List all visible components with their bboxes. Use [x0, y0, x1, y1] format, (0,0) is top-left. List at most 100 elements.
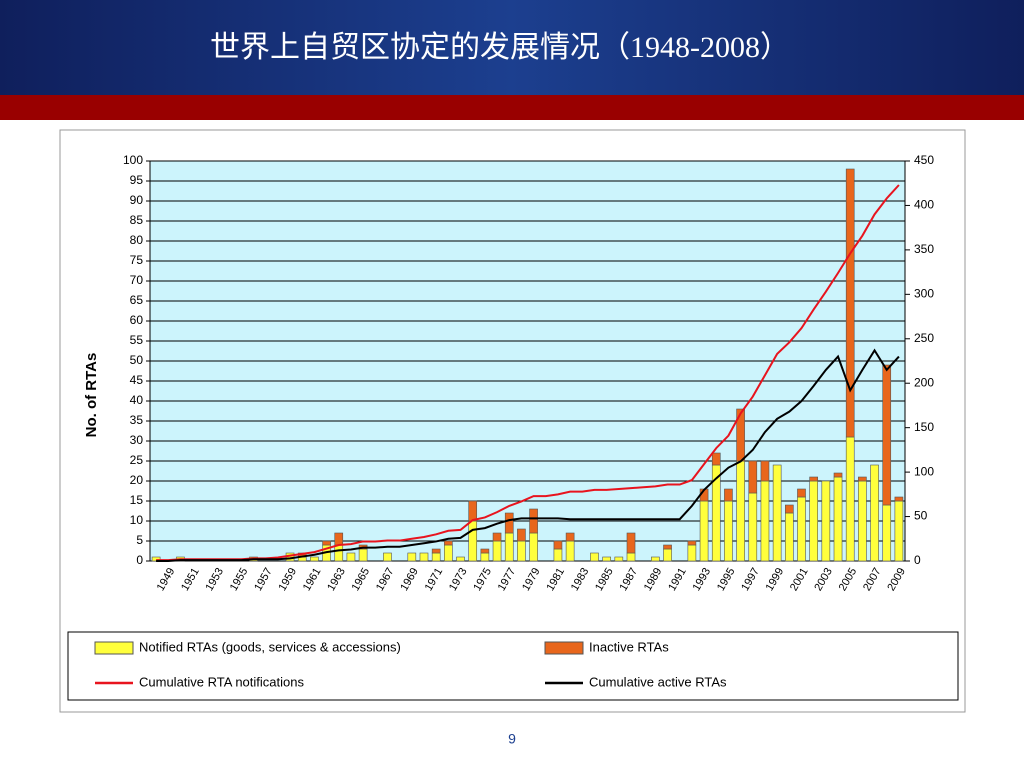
bar	[748, 492, 758, 562]
bar	[553, 548, 563, 562]
bar	[833, 472, 843, 478]
y2-tick-label: 450	[914, 153, 934, 167]
line	[156, 184, 900, 562]
y-tick-label: 45	[130, 373, 144, 387]
y-tick-label: 80	[130, 233, 144, 247]
bar	[346, 552, 356, 562]
bar	[711, 452, 721, 466]
bar	[748, 460, 758, 494]
bar	[724, 500, 733, 562]
bar	[456, 556, 465, 562]
bar	[529, 532, 538, 562]
bar	[760, 480, 770, 562]
y-tick-label: 0	[136, 553, 143, 567]
bar	[821, 480, 831, 562]
bar	[736, 460, 745, 562]
legend-swatch	[94, 641, 134, 655]
y2-tick-label: 0	[914, 553, 921, 567]
bar	[882, 504, 892, 562]
y-tick-label: 25	[130, 453, 144, 467]
y2-tick-label: 300	[914, 287, 934, 301]
y-tick-label: 10	[130, 513, 144, 527]
y-tick-label: 20	[130, 473, 144, 487]
legend-label: Notified RTAs (goods, services & accessi…	[139, 639, 401, 654]
bar	[687, 540, 697, 546]
bar	[784, 512, 794, 562]
y-tick-label: 85	[130, 213, 144, 227]
bar	[858, 476, 867, 482]
bar	[358, 548, 368, 562]
bar	[797, 488, 806, 498]
bar	[383, 552, 392, 562]
y2-tick-label: 200	[914, 375, 934, 389]
bar	[310, 556, 319, 562]
bar	[492, 532, 502, 542]
bar	[444, 540, 453, 546]
y-tick-label: 40	[130, 393, 144, 407]
y-tick-label: 70	[130, 273, 144, 287]
y-tick-label: 75	[130, 253, 144, 267]
bar	[480, 548, 490, 554]
bar	[663, 544, 672, 550]
y-tick-label: 50	[130, 353, 144, 367]
bar	[797, 496, 806, 562]
y-axis-label: No. of RTAs	[83, 353, 100, 438]
bar	[492, 540, 502, 562]
y2-tick-label: 400	[914, 198, 934, 212]
bar	[687, 544, 697, 562]
y-tick-label: 65	[130, 293, 144, 307]
bar	[529, 508, 538, 534]
legend-label: Inactive RTAs	[589, 639, 669, 654]
bar	[334, 532, 344, 546]
bar	[614, 556, 624, 562]
bar	[419, 552, 429, 562]
bar	[602, 556, 611, 562]
y2-tick-label: 50	[914, 509, 928, 523]
bar	[517, 540, 526, 562]
bar	[334, 544, 344, 562]
bar	[833, 476, 843, 562]
y-tick-label: 60	[130, 313, 144, 327]
bar	[858, 480, 867, 562]
y-tick-label: 95	[130, 173, 144, 187]
bar	[565, 532, 575, 542]
bar	[894, 496, 904, 502]
bar	[772, 464, 782, 562]
slide-title: 世界上自贸区协定的发展情况（1948-2008）	[210, 31, 790, 64]
y-tick-label: 55	[130, 333, 144, 347]
header-stripe	[0, 95, 1024, 120]
line	[156, 348, 900, 562]
bar	[504, 512, 514, 534]
y2-tick-label: 100	[914, 464, 934, 478]
y-tick-label: 90	[130, 193, 144, 207]
bar	[845, 168, 855, 438]
page-number: 9	[508, 731, 516, 747]
bar	[480, 552, 490, 562]
y2-tick-label: 250	[914, 331, 934, 345]
bar	[845, 436, 855, 562]
bar	[626, 532, 636, 554]
bar	[504, 532, 514, 562]
bar	[553, 540, 563, 550]
bar	[760, 460, 770, 482]
header-band	[0, 0, 1024, 95]
bar	[407, 552, 417, 562]
bar	[431, 552, 441, 562]
y-tick-label: 5	[136, 533, 143, 547]
legend-label: Cumulative RTA notifications	[139, 674, 304, 689]
bar	[565, 540, 575, 562]
bar	[809, 480, 818, 562]
bar	[431, 548, 441, 554]
bar	[517, 528, 526, 542]
legend-label: Cumulative active RTAs	[589, 674, 727, 689]
bar	[444, 544, 453, 562]
y-tick-label: 35	[130, 413, 144, 427]
bar	[894, 500, 904, 562]
bar	[784, 504, 794, 514]
y-tick-label: 30	[130, 433, 144, 447]
bar	[468, 520, 478, 562]
bar	[663, 548, 672, 562]
legend-swatch	[544, 641, 584, 655]
bar	[468, 500, 478, 522]
